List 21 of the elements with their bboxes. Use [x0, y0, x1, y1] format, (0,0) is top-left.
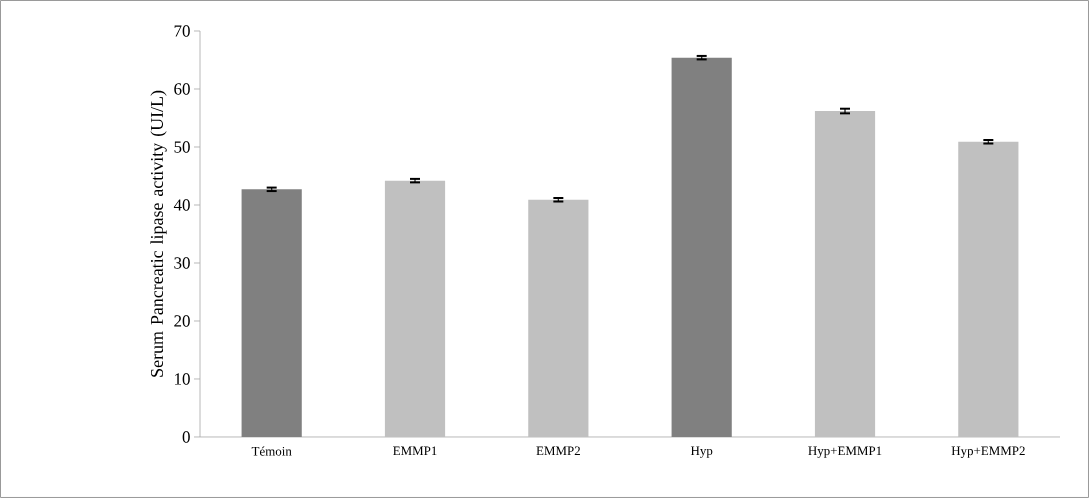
y-tick-label: 70 [174, 25, 190, 37]
x-tick-label: Hyp [690, 446, 713, 458]
y-tick-label: 0 [182, 431, 190, 443]
y-tick-label: 60 [174, 83, 190, 95]
bar [241, 189, 302, 437]
y-tick-label: 30 [174, 257, 190, 269]
x-tick-label: EMMP2 [536, 446, 580, 456]
x-tick-label: Hyp+EMMP1 [808, 446, 882, 458]
y-tick-label: 10 [175, 373, 190, 385]
bar [958, 141, 1019, 437]
bar [384, 180, 446, 437]
y-axis-title: Serum Pancreatic lipase activity (UI/L) [150, 90, 167, 377]
bar [671, 57, 732, 437]
y-tick-label: 20 [174, 315, 190, 327]
y-tick-label: 50 [174, 141, 190, 153]
x-tick-label: EMMP1 [393, 446, 437, 456]
x-tick-label: Hyp+EMMP2 [951, 446, 1025, 458]
y-tick-label: 40 [173, 199, 190, 211]
bar [814, 111, 876, 437]
bar [528, 199, 589, 437]
x-tick-label: Témoin [251, 446, 292, 456]
